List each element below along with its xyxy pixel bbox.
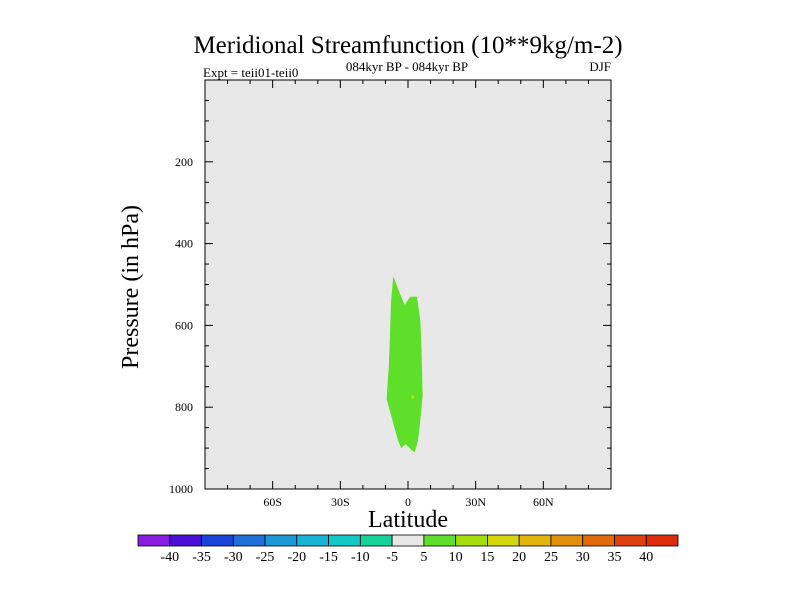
colorbar-label: 20 <box>512 550 526 565</box>
y-tick-label: 200 <box>175 155 193 169</box>
colorbar-label: -10 <box>351 550 370 565</box>
colorbar-box <box>518 534 552 547</box>
colorbar-box <box>550 534 584 547</box>
colorbar-box <box>645 534 679 547</box>
colorbar-box <box>169 534 202 547</box>
experiment-label: Expt = teii01-teii0 <box>203 65 298 80</box>
x-tick-label: 60S <box>263 495 282 509</box>
colorbar-label: 40 <box>639 550 653 565</box>
colorbar-box <box>201 534 234 547</box>
colorbar-box <box>137 534 171 547</box>
x-tick-label: 60N <box>533 495 554 509</box>
colorbar-label: -15 <box>319 550 338 565</box>
colorbar-label: 10 <box>449 550 463 565</box>
colorbar-box <box>582 534 615 547</box>
colorbar-box <box>264 534 298 547</box>
colorbar-label: 5 <box>420 550 427 565</box>
colorbar-label: -5 <box>386 550 398 565</box>
colorbar-box <box>232 534 266 547</box>
colorbar-label: -20 <box>287 550 306 565</box>
season-label: DJF <box>589 59 611 74</box>
colorbar-label: -40 <box>160 550 179 565</box>
colorbar-label: -35 <box>192 550 211 565</box>
y-axis: 200 400 600 800 1000 <box>169 79 611 496</box>
y-tick-label: 1000 <box>169 482 193 496</box>
y-axis-label: Pressure (in hPa) <box>118 205 144 369</box>
contour-layer <box>386 276 423 453</box>
colorbar-box <box>328 534 361 547</box>
colorbar-box <box>296 534 329 547</box>
y-tick-label: 800 <box>175 400 193 414</box>
period-label: 084kyr BP - 084kyr BP <box>346 59 468 74</box>
colorbar-box <box>391 534 425 547</box>
colorbar-label: -25 <box>256 550 275 565</box>
contour-spot-10-to-15 <box>410 395 415 399</box>
colorbar-label: 35 <box>607 550 621 565</box>
y-tick-label: 400 <box>175 237 193 251</box>
colorbar-box <box>614 534 647 547</box>
colorbar-box <box>487 534 520 547</box>
colorbar: -40 -35 -30 -25 -20 -15 -10 -5 5 10 15 20 25 30 35 40 <box>137 534 679 565</box>
colorbar-box <box>359 534 393 547</box>
x-tick-label: 0 <box>405 495 411 509</box>
colorbar-label: 15 <box>480 550 494 565</box>
chart-title: Meridional Streamfunction (10**9kg/m-2) <box>193 32 622 59</box>
x-axis-label: Latitude <box>368 507 448 533</box>
contour-region-5-to-10 <box>386 276 423 453</box>
y-tick-label: 600 <box>175 318 193 332</box>
x-axis: 60S 30S 0 30N 60N <box>204 80 612 509</box>
colorbar-box <box>455 534 488 547</box>
colorbar-box <box>423 534 457 547</box>
colorbar-label: 25 <box>544 550 558 565</box>
colorbar-label: 30 <box>576 550 590 565</box>
colorbar-label: -30 <box>224 550 243 565</box>
x-tick-label: 30N <box>465 495 486 509</box>
x-tick-label: 30S <box>331 495 350 509</box>
